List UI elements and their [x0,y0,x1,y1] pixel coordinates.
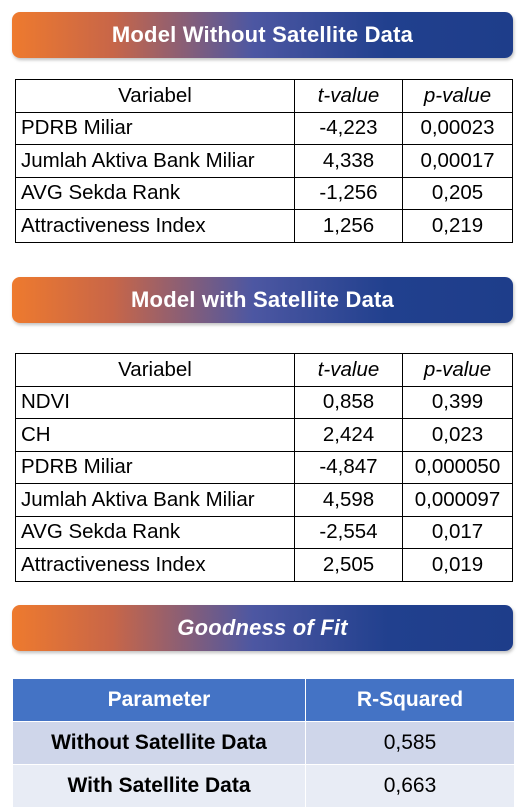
cell-variable: AVG Sekda Rank [15,176,295,210]
cell-r-squared: 0,663 [305,764,515,808]
header-r-squared: R-Squared [305,678,515,722]
cell-t-value: 4,598 [294,483,403,517]
cell-variable: CH [15,418,295,452]
cell-variable: NDVI [15,385,295,419]
cell-r-squared: 0,585 [305,721,515,765]
header-t-value: t-value [294,353,403,387]
section-banner-goodness-of-fit: Goodness of Fit [12,605,513,651]
header-p-value: p-value [402,353,513,387]
table-row: Jumlah Aktiva Bank Miliar 4,598 0,000097 [15,483,513,517]
table-row: PDRB Miliar -4,847 0,000050 [15,450,513,484]
cell-variable: PDRB Miliar [15,450,295,484]
table-row: Without Satellite Data 0,585 [12,721,515,765]
table-goodness-of-fit: Parameter R-Squared Without Satellite Da… [12,678,515,808]
cell-variable: Jumlah Aktiva Bank Miliar [15,483,295,517]
table-header-row: Variabel t-value p-value [15,353,513,387]
cell-variable: Jumlah Aktiva Bank Miliar [15,144,295,178]
cell-variable: PDRB Miliar [15,111,295,145]
cell-t-value: -4,223 [294,111,403,145]
cell-t-value: 4,338 [294,144,403,178]
cell-p-value: 0,017 [402,515,513,549]
header-p-value: p-value [402,79,513,113]
cell-t-value: -2,554 [294,515,403,549]
cell-t-value: 1,256 [294,209,403,243]
cell-variable: AVG Sekda Rank [15,515,295,549]
cell-p-value: 0,399 [402,385,513,419]
table-row: CH 2,424 0,023 [15,418,513,452]
table-row: AVG Sekda Rank -1,256 0,205 [15,176,513,210]
header-variabel: Variabel [15,79,295,113]
table-header-row: Parameter R-Squared [12,678,515,722]
table-row: Attractiveness Index 2,505 0,019 [15,548,513,582]
section-banner-with-satellite: Model with Satellite Data [12,277,513,323]
section-banner-without-satellite: Model Without Satellite Data [12,12,513,58]
cell-p-value: 0,219 [402,209,513,243]
cell-t-value: 2,505 [294,548,403,582]
table-model-with-satellite: Variabel t-value p-value NDVI 0,858 0,39… [15,353,513,582]
header-variabel: Variabel [15,353,295,387]
cell-p-value: 0,00017 [402,144,513,178]
table-row: Jumlah Aktiva Bank Miliar 4,338 0,00017 [15,144,513,178]
cell-parameter: With Satellite Data [12,764,306,808]
header-t-value: t-value [294,79,403,113]
cell-p-value: 0,000097 [402,483,513,517]
cell-p-value: 0,000050 [402,450,513,484]
table-row: With Satellite Data 0,663 [12,764,515,808]
table-row: NDVI 0,858 0,399 [15,385,513,419]
table-row: AVG Sekda Rank -2,554 0,017 [15,515,513,549]
cell-variable: Attractiveness Index [15,209,295,243]
cell-t-value: -1,256 [294,176,403,210]
table-model-without-satellite: Variabel t-value p-value PDRB Miliar -4,… [15,79,513,243]
cell-t-value: 2,424 [294,418,403,452]
header-parameter: Parameter [12,678,306,722]
table-row: Attractiveness Index 1,256 0,219 [15,209,513,243]
cell-p-value: 0,00023 [402,111,513,145]
cell-t-value: 0,858 [294,385,403,419]
table-row: PDRB Miliar -4,223 0,00023 [15,111,513,145]
cell-p-value: 0,019 [402,548,513,582]
table-header-row: Variabel t-value p-value [15,79,513,113]
cell-parameter: Without Satellite Data [12,721,306,765]
cell-p-value: 0,205 [402,176,513,210]
cell-variable: Attractiveness Index [15,548,295,582]
cell-t-value: -4,847 [294,450,403,484]
cell-p-value: 0,023 [402,418,513,452]
